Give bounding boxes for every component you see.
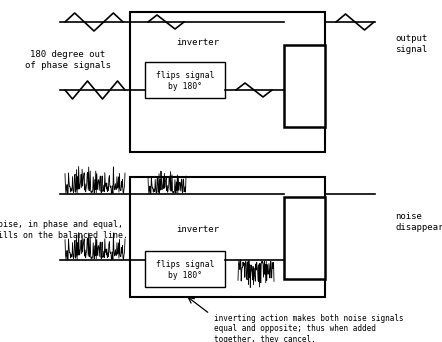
Bar bbox=[284, 197, 325, 279]
Text: noise, in phase and equal,
spills on the balanced line.: noise, in phase and equal, spills on the… bbox=[0, 220, 128, 240]
Text: flips signal
by 180°: flips signal by 180° bbox=[156, 260, 214, 280]
Bar bbox=[145, 62, 225, 98]
Bar bbox=[130, 12, 325, 152]
Text: inverting action makes both noise signals
equal and opposite; thus when added
to: inverting action makes both noise signal… bbox=[214, 314, 404, 342]
Text: noise
disappears: noise disappears bbox=[395, 212, 442, 232]
Text: inverter: inverter bbox=[176, 38, 220, 47]
Bar bbox=[284, 45, 325, 127]
Text: flips signal
by 180°: flips signal by 180° bbox=[156, 71, 214, 91]
Text: output
signal: output signal bbox=[395, 34, 427, 54]
Text: 180 degree out
of phase signals: 180 degree out of phase signals bbox=[25, 50, 111, 70]
Bar bbox=[145, 251, 225, 287]
Bar bbox=[130, 177, 325, 297]
Text: inverter: inverter bbox=[176, 225, 220, 234]
